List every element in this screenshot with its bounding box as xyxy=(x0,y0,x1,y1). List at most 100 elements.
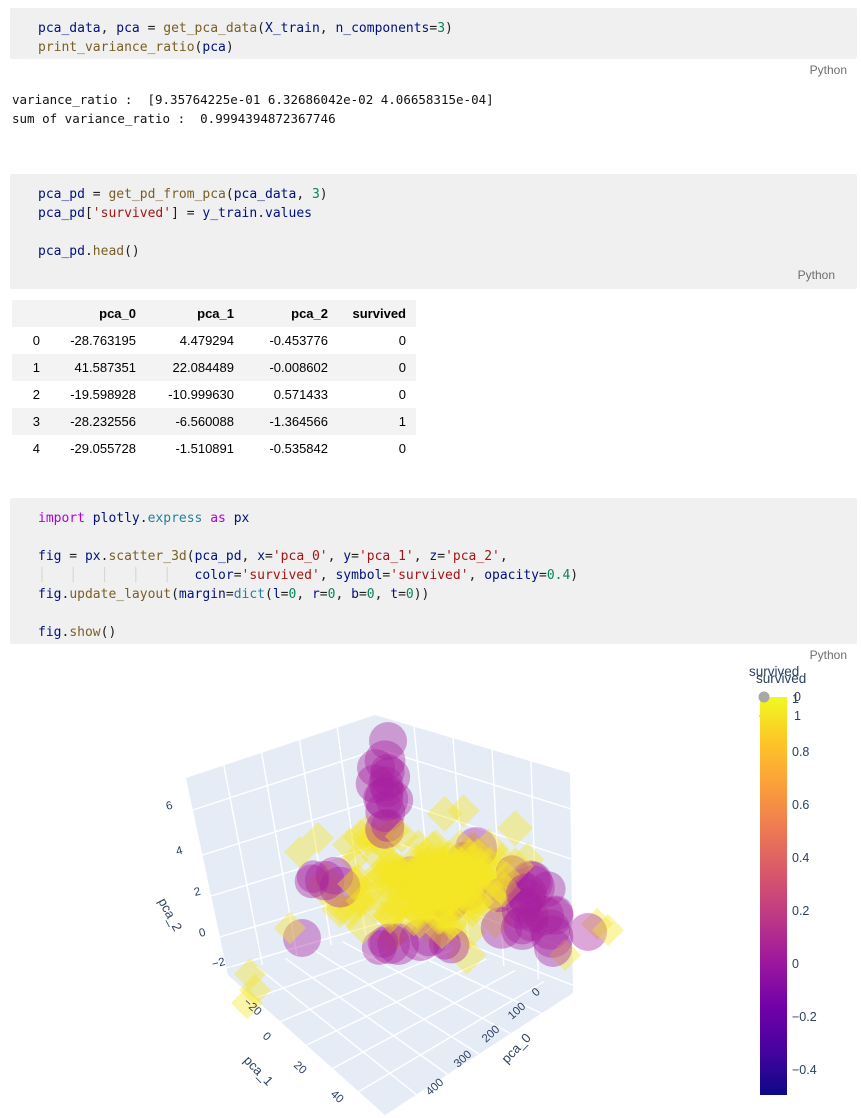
scatter-diamond-survived1 xyxy=(345,908,381,945)
cell-language-label[interactable]: Python xyxy=(10,59,857,82)
code-token: print_variance_ratio xyxy=(38,40,195,55)
code-token: . xyxy=(257,206,266,221)
scatter-circle-survived0 xyxy=(428,927,461,960)
scatter-diamond-survived1 xyxy=(437,846,470,879)
code-token: = xyxy=(398,587,406,602)
scatter-circle-survived0 xyxy=(535,897,574,935)
scatter-circle-survived0 xyxy=(509,860,553,905)
y-axis-tick: 20 xyxy=(291,1059,309,1076)
code-token: pca xyxy=(202,40,226,55)
scatter-circle-survived0 xyxy=(501,891,540,930)
scatter-diamond-survived1 xyxy=(486,865,525,904)
scatter-diamond-survived1 xyxy=(416,912,455,951)
cell-language-label[interactable]: Python xyxy=(10,644,857,667)
scatter-diamond-survived1 xyxy=(490,886,530,926)
scatter-diamond-survived1 xyxy=(414,881,447,914)
scatter-diamond-survived1 xyxy=(454,842,493,881)
code-line: pca_pd = get_pd_from_pca(pca_data, 3) xyxy=(38,185,841,204)
grid-line xyxy=(256,966,417,1096)
scatter-diamond-survived1 xyxy=(398,872,435,909)
scatter-circle-survived0 xyxy=(365,809,405,849)
grid-line xyxy=(530,761,540,980)
code-token: plotly xyxy=(92,511,140,526)
code-token: ) xyxy=(570,568,579,583)
table-row: 2 -19.598928 -10.999630 0.571433 0 xyxy=(12,381,416,408)
grid-line xyxy=(389,840,573,906)
code-token: pca_pd xyxy=(38,206,85,221)
colorbar-tick: −0.2 xyxy=(792,1010,817,1024)
scatter-diamond-survived1 xyxy=(479,906,512,939)
scatter-diamond-survived1 xyxy=(399,876,434,911)
scatter-circle-survived0 xyxy=(524,895,564,936)
code-token: b xyxy=(351,587,359,602)
plotly-figure-output[interactable]: 6 4 2 0 −2 −20 0 20 40 0 100 200 300 400 pca_2 pca_1 pca… xyxy=(0,663,861,1118)
scatter-diamond-survived1 xyxy=(454,850,492,888)
code-token: 3 xyxy=(311,187,320,202)
code-token: fig xyxy=(38,549,62,564)
scatter-diamond-survived1 xyxy=(422,875,461,913)
code-token: fig xyxy=(38,587,62,602)
table-cell: 0 xyxy=(398,387,406,402)
code-cell-1[interactable]: pca_data, pca = get_pca_data(X_train, n_… xyxy=(10,8,857,59)
scatter-diamond-survived1 xyxy=(398,893,434,929)
code-token: l xyxy=(272,587,281,602)
scatter-diamond-survived1 xyxy=(394,866,431,904)
code-token: = xyxy=(358,587,367,602)
scatter-diamond-survived1 xyxy=(376,848,409,882)
code-token: ) xyxy=(319,187,328,202)
scatter-diamond-survived1 xyxy=(437,889,466,917)
scatter-diamond-survived1 xyxy=(458,886,488,916)
scatter-diamond-survived1 xyxy=(381,859,411,889)
legend-marker-circle[interactable] xyxy=(758,691,770,703)
grid-line xyxy=(192,748,380,811)
code-line xyxy=(38,528,841,547)
row-index-cell: 4 xyxy=(32,441,40,456)
scatter-circle-survived0 xyxy=(482,877,517,913)
scatter-diamond-survived1 xyxy=(383,855,420,892)
scatter-circle-survived0 xyxy=(377,923,420,965)
scatter-circle-survived0 xyxy=(434,880,472,918)
scatter-diamond-survived1 xyxy=(440,885,473,917)
code-cell-2[interactable]: pca_pd = get_pd_from_pca(pca_data, 3) pca… xyxy=(10,174,857,289)
scatter-diamond-survived1 xyxy=(425,848,462,885)
plotly-3d-scatter[interactable]: 6420−2−20020400100200300400pca_2pca_1pca… xyxy=(0,663,861,1118)
colorbar-title: survived xyxy=(756,671,806,686)
scatter-diamond-survived1 xyxy=(434,905,465,936)
code-token: get_pca_data xyxy=(163,21,258,36)
scatter-circle-survived0 xyxy=(495,855,530,889)
code-line: print_variance_ratio(pca) xyxy=(38,38,841,57)
scatter-diamond-survived1 xyxy=(413,851,454,892)
table-row: 4 -29.055728 -1.510891 -0.535842 0 xyxy=(12,435,416,462)
scatter-diamond-survived1 xyxy=(403,900,433,930)
cell-language-label[interactable]: Python xyxy=(797,268,835,282)
scatter-diamond-survived1 xyxy=(366,859,400,892)
scatter-diamond-survived1 xyxy=(419,896,458,936)
scatter-circle-survived0 xyxy=(394,856,427,889)
scatter-diamond-survived1 xyxy=(457,852,497,893)
code-token: y xyxy=(343,549,352,564)
scatter-diamond-survived1 xyxy=(466,846,505,886)
scatter-diamond-survived1 xyxy=(420,829,452,860)
row-index-cell: 1 xyxy=(12,354,50,381)
code-line xyxy=(38,223,841,242)
code-token: = xyxy=(429,21,438,36)
scatter-circle-survived0 xyxy=(371,808,405,842)
code-token: r xyxy=(311,587,320,602)
table-cell: -19.598928 xyxy=(70,387,136,402)
code-cell-3[interactable]: import plotly.express as px fig = px.scat… xyxy=(10,498,857,644)
scene-right-wall xyxy=(375,715,573,993)
scatter-diamond-survived1 xyxy=(437,849,474,887)
table-cell: -0.008602 xyxy=(244,354,338,381)
scatter-diamond-survived1 xyxy=(353,827,382,856)
scatter-diamond-survived1 xyxy=(373,890,411,928)
code-token: , xyxy=(241,549,258,564)
table-header-cell: pca_2 xyxy=(244,300,338,327)
scatter-diamond-survived1 xyxy=(407,894,436,923)
code-line: pca_data, pca = get_pca_data(X_train, n_… xyxy=(38,19,841,38)
scatter-diamond-survived1 xyxy=(365,828,395,858)
scatter-diamond-survived1 xyxy=(425,910,456,941)
scatter-diamond-survived1 xyxy=(385,864,422,901)
scatter-diamond-survived1 xyxy=(410,886,447,924)
table-header-cell: survived xyxy=(338,300,416,327)
scatter-diamond-survived1 xyxy=(592,914,624,946)
